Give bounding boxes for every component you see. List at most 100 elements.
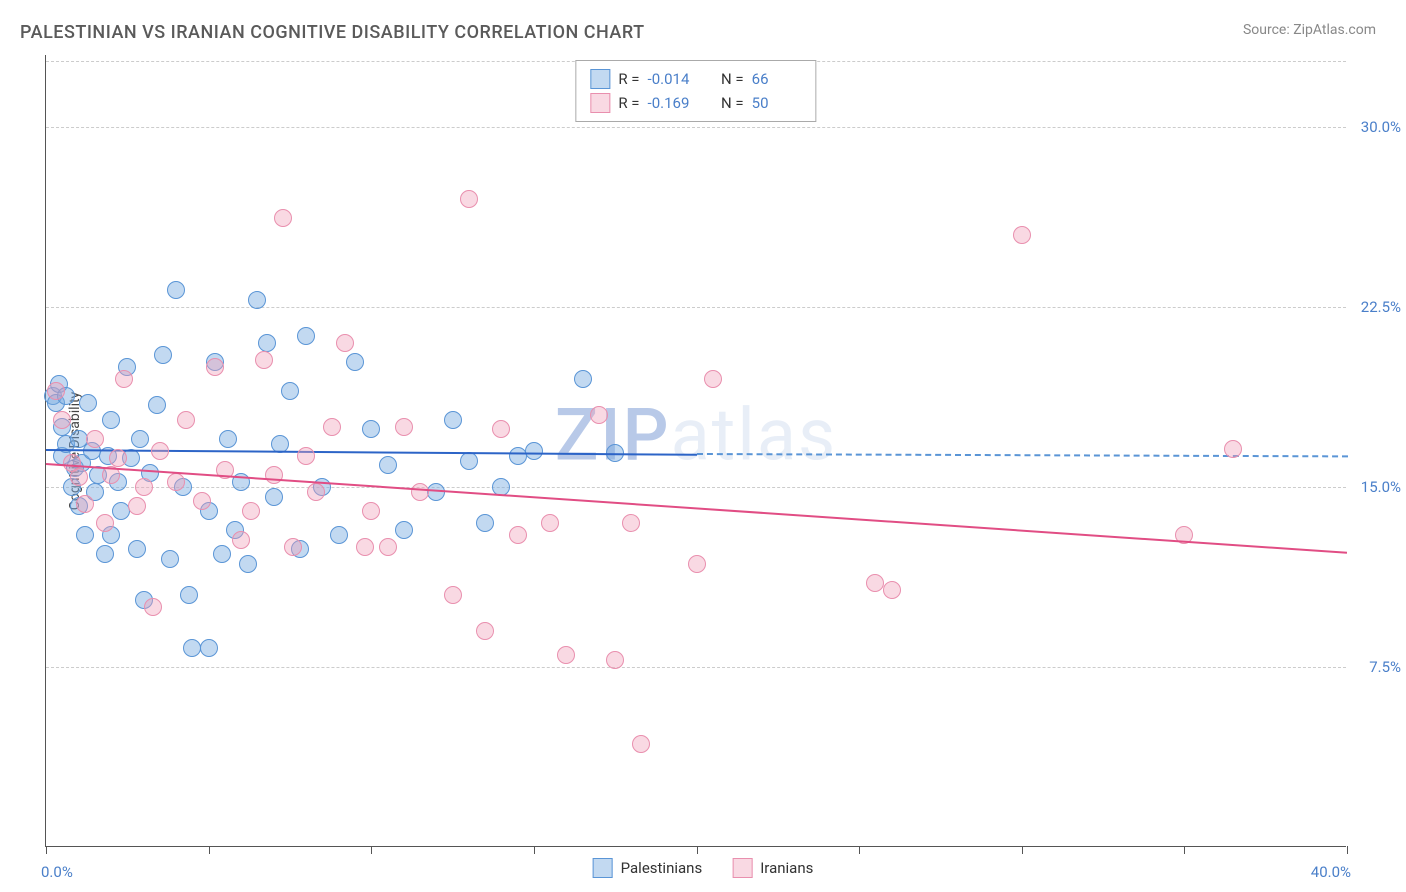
chart-container: PALESTINIAN VS IRANIAN COGNITIVE DISABIL…	[0, 0, 1406, 892]
scatter-point	[219, 430, 237, 448]
scatter-point	[541, 514, 559, 532]
scatter-point	[265, 466, 283, 484]
scatter-point	[379, 456, 397, 474]
scatter-point	[590, 406, 608, 424]
scatter-point	[79, 394, 97, 412]
watermark: ZIPatlas	[555, 392, 837, 477]
scatter-point	[622, 514, 640, 532]
stats-legend-row: R = -0.014 N = 66	[590, 67, 801, 91]
scatter-point	[460, 190, 478, 208]
scatter-point	[70, 468, 88, 486]
x-tick	[534, 846, 535, 854]
scatter-point	[239, 555, 257, 573]
gridline	[46, 667, 1346, 668]
scatter-point	[362, 502, 380, 520]
scatter-point	[346, 353, 364, 371]
x-tick	[209, 846, 210, 854]
stat-n-value: 66	[752, 70, 802, 88]
scatter-point	[131, 430, 149, 448]
x-tick	[859, 846, 860, 854]
scatter-point	[444, 411, 462, 429]
legend-swatch	[732, 858, 752, 878]
scatter-point	[242, 502, 260, 520]
scatter-point	[688, 555, 706, 573]
x-tick	[1347, 846, 1348, 854]
y-tick-label: 15.0%	[1361, 478, 1401, 496]
scatter-point	[258, 334, 276, 352]
scatter-point	[395, 418, 413, 436]
scatter-point	[307, 483, 325, 501]
scatter-point	[574, 370, 592, 388]
stat-n-label: N =	[721, 94, 744, 112]
scatter-point	[109, 449, 127, 467]
plot-area: Cognitive Disability ZIPatlas R =-0.014 …	[45, 55, 1346, 847]
x-tick	[1184, 846, 1185, 854]
scatter-point	[525, 442, 543, 460]
source-value: ZipAtlas.com	[1293, 22, 1376, 38]
scatter-point	[86, 430, 104, 448]
y-tick-label: 30.0%	[1361, 118, 1401, 136]
scatter-point	[330, 526, 348, 544]
y-tick-label: 7.5%	[1369, 658, 1401, 676]
scatter-point	[177, 411, 195, 429]
scatter-point	[297, 447, 315, 465]
stat-n-label: N =	[721, 70, 744, 88]
scatter-point	[323, 418, 341, 436]
scatter-point	[632, 735, 650, 753]
scatter-point	[297, 327, 315, 345]
scatter-point	[161, 550, 179, 568]
scatter-point	[476, 514, 494, 532]
scatter-point	[76, 495, 94, 513]
scatter-point	[53, 411, 71, 429]
scatter-point	[704, 370, 722, 388]
scatter-point	[509, 526, 527, 544]
scatter-point	[180, 586, 198, 604]
scatter-point	[206, 358, 224, 376]
y-tick-label: 22.5%	[1361, 298, 1401, 316]
scatter-point	[193, 492, 211, 510]
scatter-point	[115, 370, 133, 388]
gridline	[46, 307, 1346, 308]
scatter-point	[379, 538, 397, 556]
scatter-point	[284, 538, 302, 556]
scatter-point	[411, 483, 429, 501]
stat-r-label: R =	[618, 70, 639, 88]
stat-r-value: -0.169	[648, 94, 698, 112]
series-legend: Palestinians Iranians	[593, 858, 814, 878]
stats-legend-row: R =-0.169 N =50	[590, 91, 801, 115]
x-tick-label: 40.0%	[1311, 863, 1351, 881]
scatter-point	[96, 545, 114, 563]
chart-title: PALESTINIAN VS IRANIAN COGNITIVE DISABIL…	[20, 22, 645, 43]
legend-item: Palestinians	[593, 858, 703, 878]
scatter-point	[492, 420, 510, 438]
scatter-point	[148, 396, 166, 414]
scatter-point	[128, 540, 146, 558]
stat-r-value: -0.014	[648, 70, 698, 88]
legend-item: Iranians	[732, 858, 813, 878]
scatter-point	[476, 622, 494, 640]
scatter-point	[281, 382, 299, 400]
legend-swatch	[590, 93, 610, 113]
scatter-point	[213, 545, 231, 563]
scatter-point	[135, 478, 153, 496]
trend-line	[46, 449, 697, 456]
x-tick	[1022, 846, 1023, 854]
stat-n-value: 50	[752, 94, 802, 112]
legend-swatch	[593, 858, 613, 878]
x-tick-label: 0.0%	[41, 863, 73, 881]
source-attribution: Source: ZipAtlas.com	[1243, 22, 1376, 38]
legend-swatch	[590, 69, 610, 89]
scatter-point	[47, 382, 65, 400]
legend-label: Palestinians	[621, 859, 703, 877]
scatter-point	[336, 334, 354, 352]
scatter-point	[265, 488, 283, 506]
scatter-point	[96, 514, 114, 532]
scatter-point	[1224, 440, 1242, 458]
scatter-point	[606, 651, 624, 669]
gridline	[46, 127, 1346, 128]
scatter-point	[128, 497, 146, 515]
scatter-point	[460, 452, 478, 470]
x-tick	[46, 846, 47, 854]
scatter-point	[76, 526, 94, 544]
scatter-point	[154, 346, 172, 364]
